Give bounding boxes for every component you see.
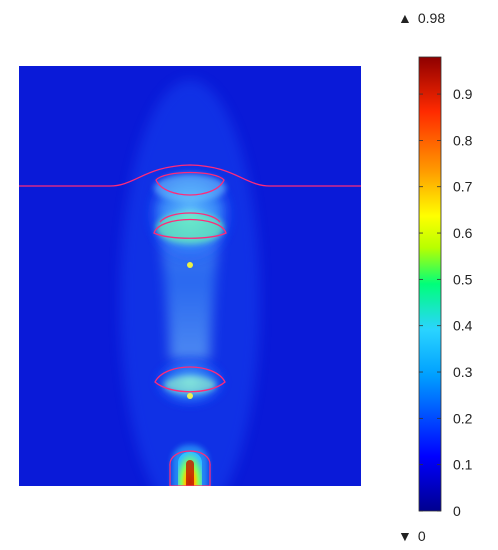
colorbar-gradient: [418, 56, 442, 512]
field-features: [19, 80, 361, 486]
lower-bubble-contour: [154, 366, 226, 393]
colorbar-tick-label: 0.4: [453, 318, 473, 334]
bottom-jet-core: [186, 460, 194, 486]
interface-contour: [19, 164, 361, 187]
upper-hotspot: [187, 262, 193, 268]
max-triangle-icon: ▲: [398, 10, 412, 26]
colorbar: 00.10.20.30.40.50.60.70.80.9 ▲ 0.98 ▼ 0: [398, 10, 473, 544]
colorbar-tick-label: 0.8: [453, 132, 473, 148]
colorbar-min-value: 0: [418, 528, 426, 544]
colorbar-tick-label: 0.6: [453, 225, 473, 241]
top-cap-contour: [155, 171, 225, 196]
min-triangle-icon: ▼: [398, 528, 412, 544]
colorbar-min-label: ▼ 0: [398, 528, 426, 544]
colorbar-tick-label: 0.2: [453, 410, 473, 426]
lower-bubble-core: [164, 376, 216, 394]
colorbar-tick-label: 0: [453, 503, 461, 519]
heatmap-plot-area: [19, 66, 361, 486]
contour-lines: [19, 164, 361, 486]
lower-hotspot: [187, 393, 193, 399]
colorbar-tick-label: 0.5: [453, 271, 473, 287]
colorbar-tick-label: 0.9: [453, 86, 473, 102]
upper-bubble-contour: [153, 218, 227, 239]
colorbar-max-value: 0.98: [418, 10, 445, 26]
colorbar-ticks: [419, 93, 441, 512]
upper-bubble-inner-contour: [159, 212, 221, 223]
top-cap: [154, 174, 226, 202]
jet-contour: [169, 450, 211, 486]
colorbar-tick-label: 0.3: [453, 364, 473, 380]
colorbar-tick-labels: 0 0.1 0.2 0.3 0.4 0.5 0.6 0.7 0.8 0.9: [453, 86, 473, 519]
upper-bubble-core: [156, 212, 224, 244]
colorbar-max-label: ▲ 0.98: [398, 10, 445, 26]
colorbar-tick-label: 0.7: [453, 179, 473, 195]
colorbar-tick-label: 0.1: [453, 457, 473, 473]
